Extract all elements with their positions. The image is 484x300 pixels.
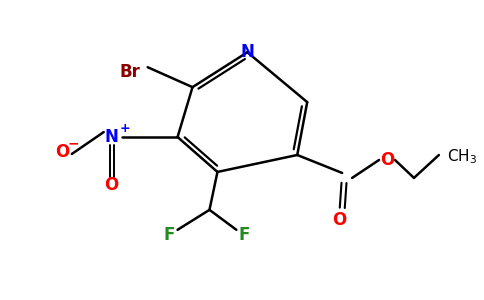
Text: O: O bbox=[380, 151, 394, 169]
Text: CH$_3$: CH$_3$ bbox=[447, 148, 477, 166]
Text: N: N bbox=[241, 43, 254, 61]
Text: O: O bbox=[105, 176, 119, 194]
Text: +: + bbox=[120, 122, 130, 135]
Text: −: − bbox=[68, 136, 80, 150]
Text: Br: Br bbox=[119, 63, 140, 81]
Text: O: O bbox=[332, 211, 346, 229]
Text: F: F bbox=[164, 226, 175, 244]
Text: O: O bbox=[55, 143, 69, 161]
Text: N: N bbox=[105, 128, 119, 146]
Text: F: F bbox=[239, 226, 250, 244]
